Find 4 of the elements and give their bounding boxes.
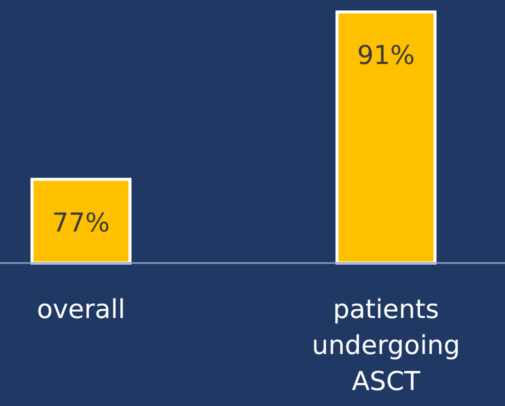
- x-tick-label: patients undergoing ASCT: [312, 295, 460, 397]
- x-tick-label: overall: [36, 295, 126, 325]
- data-label: 77%: [52, 208, 110, 238]
- data-label: 91%: [357, 40, 415, 71]
